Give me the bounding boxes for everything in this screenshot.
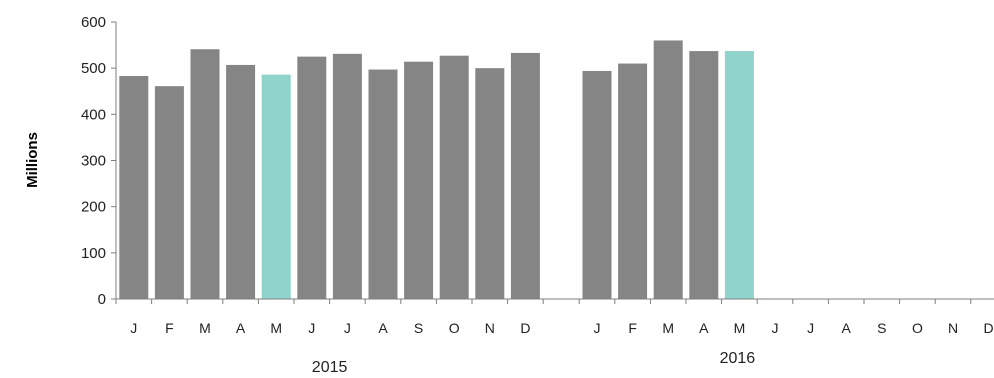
x-tick-label: A — [842, 320, 852, 336]
y-tick-label: 500 — [81, 60, 106, 77]
x-tick-label: J — [594, 320, 601, 336]
x-tick-label: M — [734, 320, 746, 336]
x-tick-label: O — [912, 320, 923, 336]
y-tick-label: 300 — [81, 153, 106, 170]
y-tick-label: 600 — [81, 14, 106, 31]
bar-2015-11 — [475, 68, 505, 300]
bar-2015-1 — [119, 76, 149, 299]
bars — [119, 40, 754, 300]
y-tick-label: 100 — [81, 245, 106, 262]
x-tick-label: S — [877, 320, 886, 336]
x-tick-label: J — [344, 320, 351, 336]
x-tick-label: M — [662, 320, 674, 336]
bar-2015-12 — [510, 52, 540, 299]
x-tick-label: M — [270, 320, 282, 336]
bar-2015-2 — [154, 86, 184, 300]
x-tick-label: F — [628, 320, 637, 336]
bar-2015-3 — [190, 49, 220, 299]
y-axis-title: Millions — [24, 132, 41, 188]
bar-2016-4 — [689, 51, 719, 300]
y-tick-label: 0 — [98, 291, 106, 308]
x-tick-label: J — [807, 320, 814, 336]
x-tick-label: J — [772, 320, 779, 336]
year-label-2016: 2016 — [720, 350, 756, 367]
bar-2015-8 — [368, 69, 398, 299]
x-tick-label: J — [308, 320, 315, 336]
x-tick-label: D — [984, 320, 994, 336]
bar-2016-2 — [618, 63, 648, 299]
bar-2015-6 — [297, 56, 327, 299]
bar-2015-5 — [261, 74, 291, 299]
bar-2015-4 — [226, 64, 256, 299]
y-tick-label: 400 — [81, 106, 106, 123]
x-tick-label: D — [520, 320, 530, 336]
year-label-2015: 2015 — [312, 359, 348, 376]
x-tick-label: J — [130, 320, 137, 336]
bar-2015-7 — [332, 53, 362, 300]
x-tick-label: N — [485, 320, 495, 336]
bar-2016-5 — [724, 51, 754, 300]
x-tick-label: O — [449, 320, 460, 336]
y-axis: 0 100 200 300 400 500 600 — [81, 14, 117, 308]
x-tick-label: F — [165, 320, 174, 336]
x-tick-label: N — [948, 320, 958, 336]
bar-2016-3 — [653, 40, 683, 299]
x-tick-label: A — [378, 320, 388, 336]
x-tick-label: A — [236, 320, 246, 336]
x-tick-label: S — [414, 320, 423, 336]
year-labels: 2015 2016 — [312, 350, 755, 376]
bar-2015-10 — [439, 55, 469, 300]
bar-2016-1 — [582, 70, 612, 299]
bar-2015-9 — [404, 61, 434, 299]
x-tick-label: M — [199, 320, 211, 336]
y-tick-label: 200 — [81, 199, 106, 216]
x-tick-label: A — [699, 320, 709, 336]
